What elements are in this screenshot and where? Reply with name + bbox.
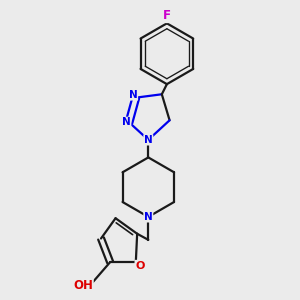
Text: OH: OH: [73, 279, 93, 292]
Text: N: N: [144, 212, 153, 222]
Text: N: N: [129, 90, 137, 100]
Text: F: F: [163, 9, 171, 22]
Text: N: N: [144, 135, 153, 145]
Text: N: N: [122, 117, 131, 127]
Text: O: O: [135, 260, 145, 271]
